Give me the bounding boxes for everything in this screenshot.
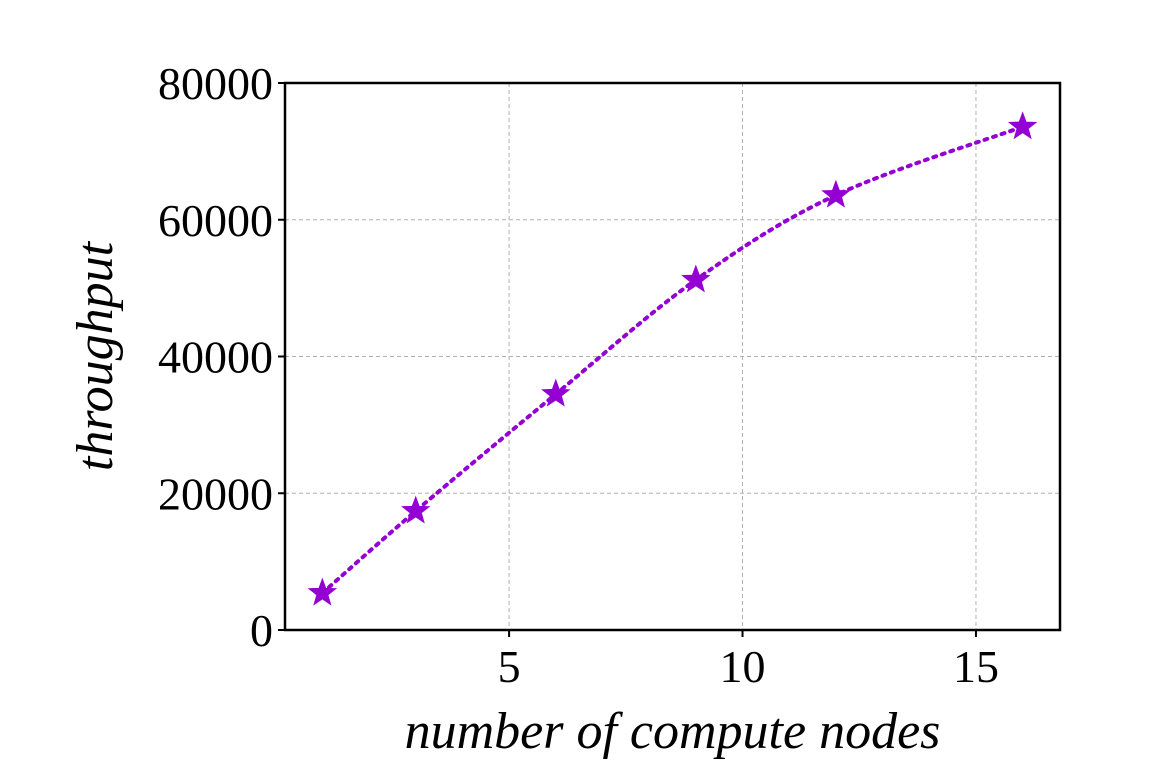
x-axis-label: number of compute nodes bbox=[405, 703, 941, 760]
series-lines bbox=[320, 124, 1025, 596]
y-axis-tick-labels: 0 20000 40000 60000 80000 bbox=[158, 58, 273, 656]
y-axis-label: throughput bbox=[67, 240, 124, 471]
y-tick-label: 80000 bbox=[158, 58, 273, 109]
x-tick-label: 10 bbox=[720, 641, 766, 692]
data-point-star bbox=[401, 495, 431, 524]
y-tick-label: 20000 bbox=[158, 468, 273, 519]
x-axis-tick-labels: 5 10 15 bbox=[498, 641, 999, 692]
data-point-star bbox=[681, 264, 711, 293]
x-tick-label: 15 bbox=[953, 641, 999, 692]
series-markers bbox=[307, 111, 1038, 606]
series-line bbox=[320, 124, 1025, 596]
data-point-star bbox=[307, 577, 338, 606]
axis-ticks bbox=[278, 82, 977, 637]
y-tick-label: 40000 bbox=[158, 332, 273, 383]
x-tick-label: 5 bbox=[498, 641, 521, 692]
y-tick-label: 60000 bbox=[158, 195, 273, 246]
y-tick-label: 0 bbox=[250, 605, 273, 656]
data-point-star bbox=[541, 378, 571, 407]
data-point-star bbox=[1007, 111, 1038, 140]
grid bbox=[285, 83, 1060, 630]
data-point-star bbox=[821, 179, 851, 208]
